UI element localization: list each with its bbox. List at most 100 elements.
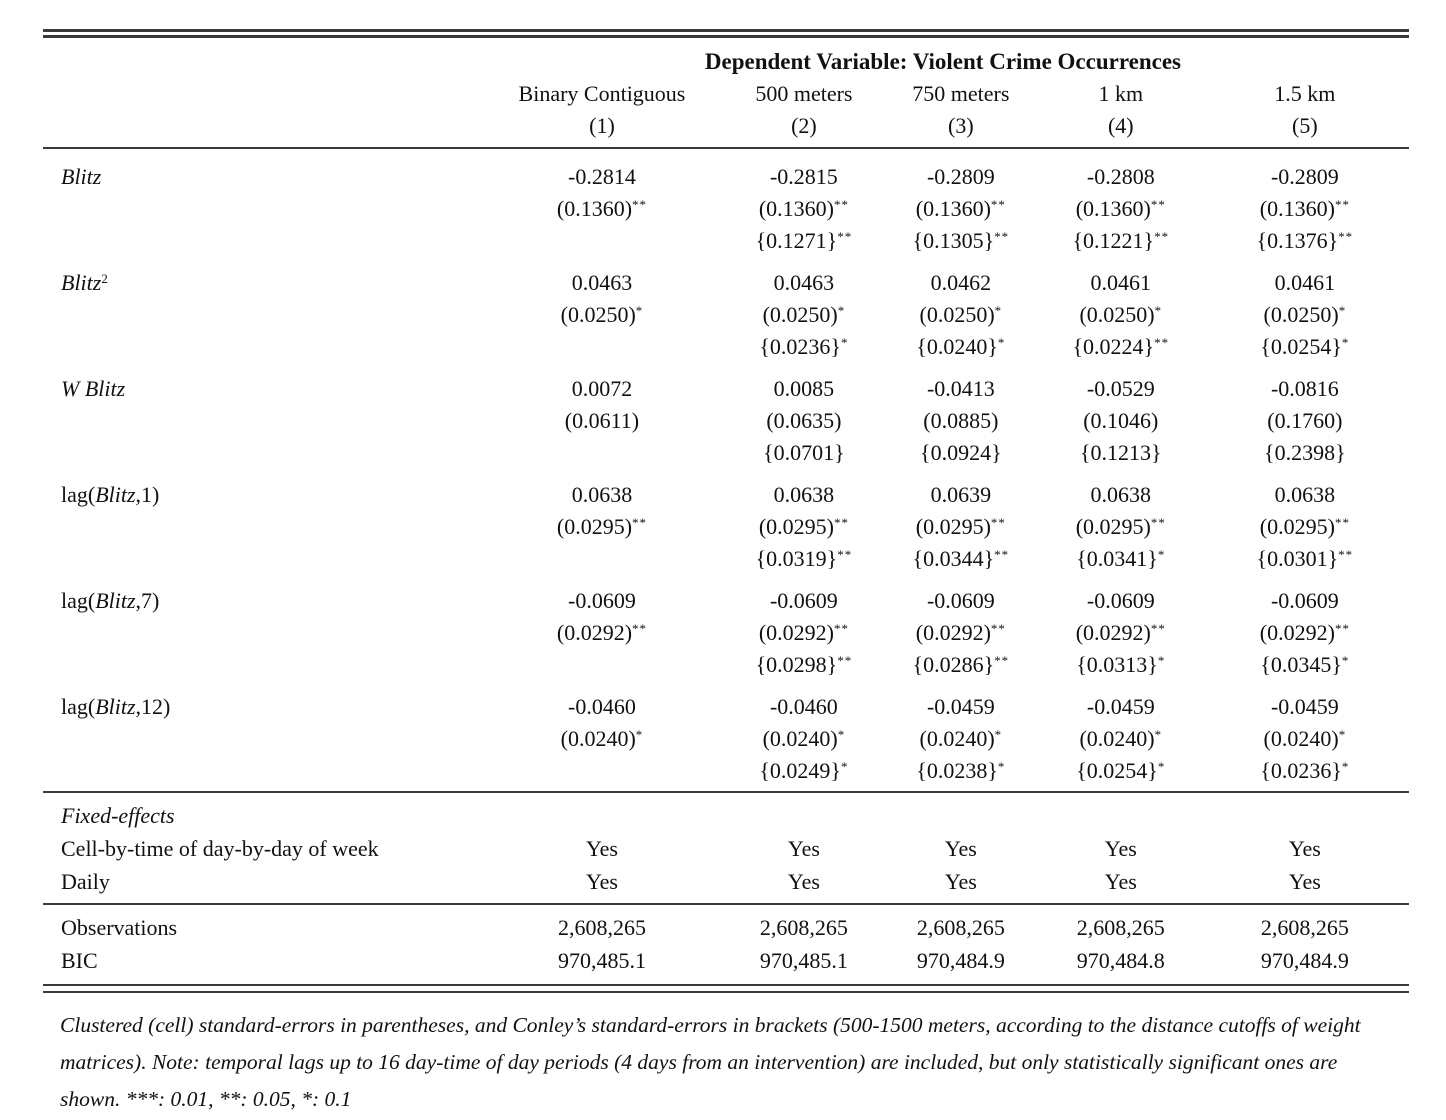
column-labels-row: Binary Contiguous 500 meters 750 meters … xyxy=(43,78,1409,110)
estimate-value: 0.0463 xyxy=(773,270,835,295)
estimate-value: -0.0459 xyxy=(926,694,995,719)
coefficient-cell: -0.2809 (0.1360)** {0.1376}** xyxy=(1201,161,1409,257)
row-value: 2,608,265 xyxy=(759,915,848,940)
conley-se-value xyxy=(477,437,727,469)
coefficient-cell: -0.0609 (0.0292)** {0.0286}** xyxy=(881,585,1041,681)
estimate-value: 0.0461 xyxy=(1274,270,1336,295)
coefficient-cell: 0.0639 (0.0295)** {0.0344}** xyxy=(881,479,1041,575)
coefficient-cell: 0.0638 (0.0295)** {0.0341}* xyxy=(1041,479,1201,575)
clustered-se-value: (0.0292)** xyxy=(1259,620,1350,645)
clustered-se-value: (0.0250)* xyxy=(1079,302,1163,327)
conley-se-value: {0.0313}* xyxy=(1076,652,1166,677)
coefficient-row: Blitz2 0.0463 (0.0250)* 0.0463 (0.0250)*… xyxy=(43,267,1409,363)
variable-label: lag(Blitz,1) xyxy=(61,482,160,507)
row-label: BIC xyxy=(61,948,98,973)
column-label-500-meters: 500 meters xyxy=(755,81,853,106)
conley-se-value: {0.0254}* xyxy=(1076,758,1166,783)
coefficient-cell: 0.0463 (0.0250)* xyxy=(477,267,727,363)
estimate-value: -0.0609 xyxy=(1086,588,1155,613)
coefficient-cell: -0.0459 (0.0240)* {0.0236}* xyxy=(1201,691,1409,787)
estimate-value: -0.0460 xyxy=(769,694,838,719)
coefficient-cell: 0.0638 (0.0295)** {0.0319}** xyxy=(727,479,881,575)
row-value: Yes xyxy=(944,836,977,861)
coefficient-row: W Blitz 0.0072 (0.0611) 0.0085 (0.0635) … xyxy=(43,373,1409,469)
coefficient-cell: -0.0460 (0.0240)* xyxy=(477,691,727,787)
row-value: 970,484.8 xyxy=(1076,948,1165,973)
conley-se-value: {0.0236}* xyxy=(1260,758,1350,783)
row-value: 970,485.1 xyxy=(557,948,646,973)
bottom-double-rule xyxy=(43,984,1409,993)
clustered-se-value: (0.0250)* xyxy=(560,302,644,327)
row-label: Daily xyxy=(61,869,110,894)
conley-se-value xyxy=(477,755,727,787)
row-value: Yes xyxy=(585,836,618,861)
table-notes: Clustered (cell) standard-errors in pare… xyxy=(60,1013,1361,1111)
row-label: Cell-by-time of day-by-day of week xyxy=(61,836,379,861)
column-number-spacer xyxy=(43,110,477,142)
column-number-4: (4) xyxy=(1107,113,1134,138)
coefficient-cell: -0.0413 (0.0885) {0.0924} xyxy=(881,373,1041,469)
header-rule xyxy=(43,147,1409,149)
conley-se-value: {0.2398} xyxy=(1264,440,1346,465)
estimate-value: -0.0529 xyxy=(1086,376,1155,401)
conley-se-value xyxy=(477,649,727,681)
estimate-value: -0.0609 xyxy=(926,588,995,613)
conley-se-value: {0.0301}** xyxy=(1256,546,1354,571)
clustered-se-value: (0.0240)* xyxy=(1263,726,1347,751)
column-label-1-5-km: 1.5 km xyxy=(1274,81,1336,106)
dependent-variable-title: Dependent Variable: Violent Crime Occurr… xyxy=(704,49,1182,74)
coefficient-cell: 0.0638 (0.0295)** xyxy=(477,479,727,575)
estimate-value: 0.0639 xyxy=(930,482,992,507)
clustered-se-value: (0.1360)** xyxy=(1259,196,1350,221)
clustered-se-value: (0.0240)* xyxy=(560,726,644,751)
variable-label: W Blitz xyxy=(61,376,126,401)
row-value: 2,608,265 xyxy=(916,915,1005,940)
coefficient-cell: -0.0609 (0.0292)** {0.0313}* xyxy=(1041,585,1201,681)
clustered-se-value: (0.1046) xyxy=(1083,408,1159,433)
coefficient-cell: -0.0609 (0.0292)** {0.0345}* xyxy=(1201,585,1409,681)
coefficient-cell: -0.0459 (0.0240)* {0.0254}* xyxy=(1041,691,1201,787)
clustered-se-value: (0.0885) xyxy=(923,408,999,433)
conley-se-value: {0.0224}** xyxy=(1072,334,1170,359)
row-value: Yes xyxy=(787,869,820,894)
fixed-effect-row: Cell-by-time of day-by-day of week Yes Y… xyxy=(43,832,1409,865)
coefficient-cell: 0.0638 (0.0295)** {0.0301}** xyxy=(1201,479,1409,575)
estimate-value: 0.0463 xyxy=(571,270,633,295)
coefficient-cell: -0.2809 (0.1360)** {0.1305}** xyxy=(881,161,1041,257)
estimate-value: -0.2809 xyxy=(1270,164,1339,189)
estimate-value: -0.0460 xyxy=(568,694,636,719)
column-label-1-km: 1 km xyxy=(1098,81,1144,106)
conley-se-value: {0.0236}* xyxy=(759,334,849,359)
conley-se-value: {0.0344}** xyxy=(912,546,1010,571)
fixed-effects-rows: Cell-by-time of day-by-day of week Yes Y… xyxy=(43,832,1409,898)
conley-se-value: {0.1305}** xyxy=(912,228,1010,253)
column-label-binary-contiguous: Binary Contiguous xyxy=(518,81,686,106)
clustered-se-value: (0.0295)** xyxy=(915,514,1006,539)
fit-statistic-row: BIC 970,485.1 970,485.1 970,484.9 970,48… xyxy=(43,944,1409,977)
coefficient-cell: 0.0085 (0.0635) {0.0701} xyxy=(727,373,881,469)
row-value: 2,608,265 xyxy=(1260,915,1349,940)
column-numbers-row: (1) (2) (3) (4) (5) xyxy=(43,110,1409,142)
estimate-value: -0.0459 xyxy=(1086,694,1155,719)
coefficient-cell: 0.0463 (0.0250)* {0.0236}* xyxy=(727,267,881,363)
clustered-se-value: (0.0250)* xyxy=(762,302,846,327)
clustered-se-value: (0.1360)** xyxy=(915,196,1006,221)
row-value: 970,485.1 xyxy=(759,948,848,973)
fixed-effects-section: Fixed-effects Cell-by-time of day-by-day… xyxy=(43,793,1409,903)
column-label-750-meters: 750 meters xyxy=(912,81,1010,106)
variable-label: Blitz xyxy=(61,164,102,189)
column-label-spacer xyxy=(43,78,477,110)
row-label: Observations xyxy=(61,915,178,940)
clustered-se-value: (0.0611) xyxy=(564,408,640,433)
clustered-se-value: (0.0635) xyxy=(766,408,842,433)
conley-se-value: {0.0240}* xyxy=(916,334,1006,359)
row-value: Yes xyxy=(1104,869,1137,894)
conley-se-value xyxy=(477,331,727,363)
estimate-value: 0.0638 xyxy=(571,482,633,507)
variable-label: Blitz2 xyxy=(61,270,109,295)
estimate-value: -0.2814 xyxy=(568,164,636,189)
clustered-se-value: (0.0295)** xyxy=(556,514,648,539)
coefficient-cell: -0.0529 (0.1046) {0.1213} xyxy=(1041,373,1201,469)
row-value: Yes xyxy=(944,869,977,894)
regression-results-table: Dependent Variable: Violent Crime Occurr… xyxy=(43,29,1409,1118)
